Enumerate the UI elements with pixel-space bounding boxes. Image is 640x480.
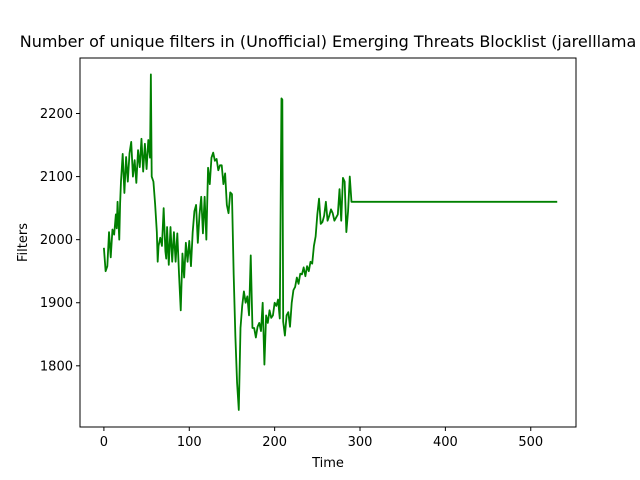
x-tick-label: 200 (262, 435, 287, 450)
y-axis: 1800 1900 2000 2100 2200 (40, 107, 80, 374)
x-tick-label: 500 (518, 435, 543, 450)
plot-frame (79, 57, 577, 428)
x-tick-label: 100 (177, 435, 202, 450)
y-tick-label: 2200 (40, 107, 73, 122)
x-axis-label: Time (311, 456, 344, 471)
x-tick-label: 300 (348, 435, 373, 450)
chart-title: Number of unique filters in (Unofficial)… (20, 32, 637, 51)
y-tick-label: 1900 (40, 296, 73, 311)
series-line-0 (103, 73, 558, 411)
y-tick-label: 2100 (40, 170, 73, 185)
y-tick-label: 2000 (40, 233, 73, 248)
x-axis: 0 100 200 300 400 500 (100, 427, 543, 450)
x-tick-label: 400 (433, 435, 458, 450)
x-tick-label: 0 (100, 435, 108, 450)
y-axis-label: Filters (16, 223, 31, 262)
y-tick-label: 1800 (40, 359, 73, 374)
